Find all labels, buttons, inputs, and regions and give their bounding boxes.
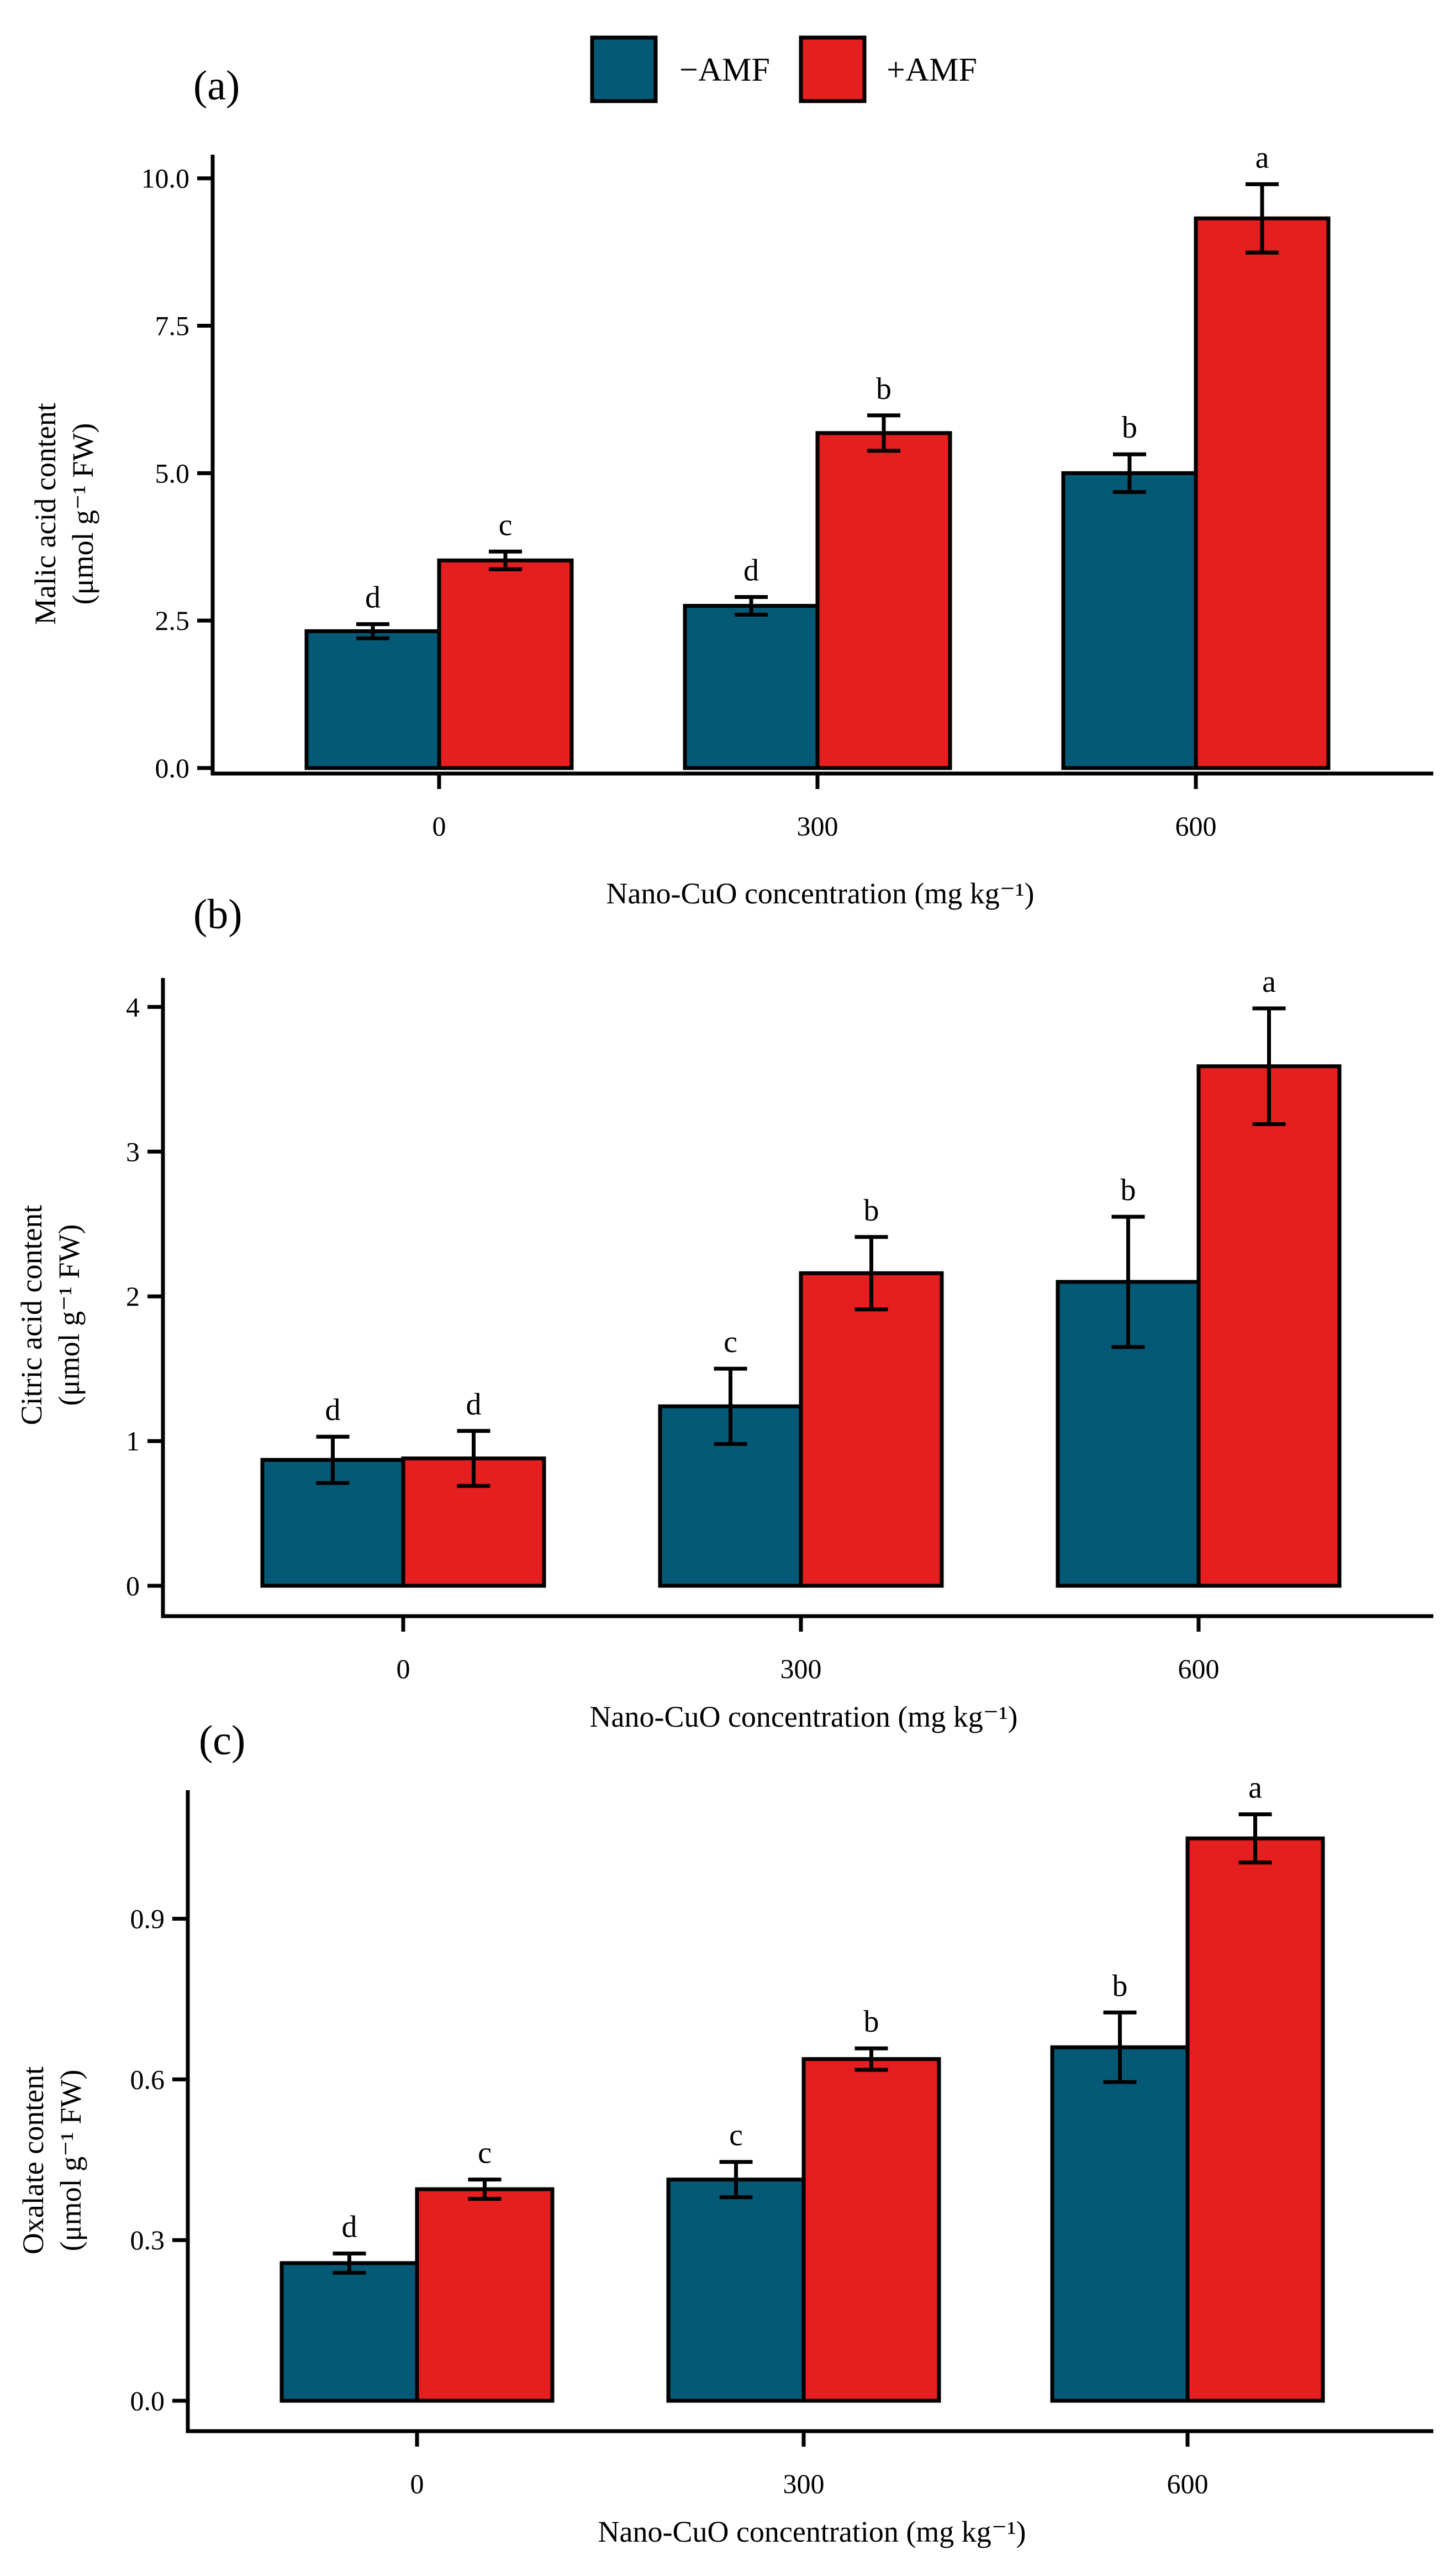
panel-a-bar <box>683 603 820 770</box>
panel-a-bar <box>1194 216 1331 770</box>
panel-c-bar <box>801 2057 941 2403</box>
panel-a-marks: 0.0 2.5 5.0 7.5 10.0 0 300 600 d d b c b a <box>141 140 1433 842</box>
panel-b-significance-letter: d <box>325 1393 341 1427</box>
panel-b-significance-letter: a <box>1262 965 1276 999</box>
panel-a-y-title-line1: Malic acid content <box>29 403 62 625</box>
panel-c-y-title-line2: (μmol g⁻¹ FW) <box>54 2070 87 2252</box>
panel-c-significance-letter: a <box>1248 1771 1262 1805</box>
panel-a-y-tick-label: 0.0 <box>155 753 190 783</box>
panel-b-y-tick-label: 2 <box>126 1281 140 1312</box>
panel-c-bar <box>666 2178 806 2403</box>
panel-c-x-tick-label: 600 <box>1167 2468 1209 2499</box>
panel-b-x-tick-label: 600 <box>1178 1653 1220 1684</box>
panel-a-x-tick-label: 600 <box>1175 811 1217 842</box>
panel-c-y-tick-label: 0.3 <box>130 2225 165 2255</box>
panel-b-bar <box>1196 1064 1342 1588</box>
panel-c-y-title-line1: Oxalate content <box>17 2066 50 2254</box>
panel-b-x-tick-label: 300 <box>780 1653 822 1684</box>
legend-swatch-plus-amf <box>799 35 867 103</box>
panel-c: (c) Oxalate content (μmol g⁻¹ FW) Nano-C… <box>17 1717 1433 2548</box>
panel-a-y-tick-label: 2.5 <box>155 605 190 636</box>
panel-a-bar <box>437 558 574 770</box>
panel-a: (a) Malic acid content (μmol g⁻¹ FW) Nan… <box>29 62 1433 910</box>
panel-a-bar <box>1061 471 1198 770</box>
panel-c-significance-letter: b <box>864 2005 879 2039</box>
panel-b: (b) Citric acid content (μmol g⁻¹ FW) Na… <box>15 891 1433 1733</box>
panel-a-significance-letter: c <box>499 508 513 542</box>
panel-a-bar <box>815 431 952 770</box>
panel-b-significance-letter: c <box>724 1325 737 1359</box>
panel-a-significance-letter: a <box>1255 140 1269 175</box>
panel-b-y-title: Citric acid content (μmol g⁻¹ FW) <box>15 1205 86 1426</box>
legend-label-minus-amf: −AMF <box>679 51 770 88</box>
panel-b-y-tick-label: 1 <box>126 1426 140 1456</box>
legend: −AMF +AMF <box>590 35 977 103</box>
panel-c-marks: 0.0 0.3 0.6 0.9 0 300 600 d c b c b a <box>130 1771 1433 2499</box>
panel-b-y-tick-label: 4 <box>126 991 140 1022</box>
panel-b-y-title-line1: Citric acid content <box>15 1205 48 1426</box>
legend-label-plus-amf: +AMF <box>887 51 977 88</box>
panel-b-y-tick-label: 0 <box>126 1570 140 1601</box>
panel-b-x-title: Nano-CuO concentration (mg kg⁻¹) <box>590 1700 1018 1733</box>
panel-b-bar <box>799 1271 944 1588</box>
panel-c-y-tick-label: 0.0 <box>130 2385 165 2416</box>
panel-a-x-tick-label: 0 <box>432 811 446 842</box>
panel-a-y-tick-label: 5.0 <box>155 457 190 488</box>
panel-a-bar <box>304 629 441 770</box>
panel-a-x-title: Nano-CuO concentration (mg kg⁻¹) <box>606 877 1035 910</box>
panel-a-significance-letter: d <box>365 581 381 615</box>
panel-a-y-tick-label: 7.5 <box>155 311 190 341</box>
panel-b-label: (b) <box>193 891 242 938</box>
panel-b-significance-letter: d <box>466 1387 482 1422</box>
panel-c-label: (c) <box>199 1717 245 1764</box>
panel-a-y-title-line2: (μmol g⁻¹ FW) <box>66 423 99 605</box>
panel-c-x-tick-label: 0 <box>410 2468 424 2499</box>
panel-c-x-tick-label: 300 <box>783 2468 825 2499</box>
panel-a-significance-letter: b <box>1122 411 1137 445</box>
panel-b-significance-letter: b <box>1121 1173 1136 1207</box>
panel-c-bar <box>415 2187 555 2403</box>
panel-c-bar <box>279 2261 419 2403</box>
legend-swatch-minus-amf <box>590 35 658 103</box>
panel-c-significance-letter: c <box>729 2118 743 2153</box>
panel-c-y-title: Oxalate content (μmol g⁻¹ FW) <box>17 2066 87 2254</box>
panel-c-x-title: Nano-CuO concentration (mg kg⁻¹) <box>598 2515 1026 2548</box>
panel-c-y-tick-label: 0.9 <box>130 1903 165 1934</box>
panel-b-y-tick-label: 3 <box>126 1136 140 1167</box>
panel-a-label: (a) <box>193 62 240 109</box>
panel-c-bar <box>1185 1836 1325 2403</box>
panel-c-significance-letter: b <box>1112 1969 1128 2003</box>
panel-b-x-tick-label: 0 <box>397 1653 410 1684</box>
panel-a-y-tick-label: 10.0 <box>141 163 190 194</box>
panel-c-y-tick-label: 0.6 <box>130 2064 165 2095</box>
panel-a-y-title: Malic acid content (μmol g⁻¹ FW) <box>29 403 99 625</box>
panel-a-significance-letter: d <box>743 553 759 587</box>
panel-b-significance-letter: b <box>864 1193 879 1228</box>
panel-a-x-tick-label: 300 <box>797 811 838 842</box>
panel-b-y-title-line2: (μmol g⁻¹ FW) <box>52 1224 86 1406</box>
panel-c-significance-letter: c <box>478 2136 492 2170</box>
panel-b-marks: 0 1 2 3 4 0 300 600 d c b d b a <box>126 965 1433 1684</box>
panel-c-bar <box>1050 2045 1190 2403</box>
panel-a-significance-letter: b <box>876 372 891 406</box>
panel-c-significance-letter: d <box>342 2210 357 2244</box>
